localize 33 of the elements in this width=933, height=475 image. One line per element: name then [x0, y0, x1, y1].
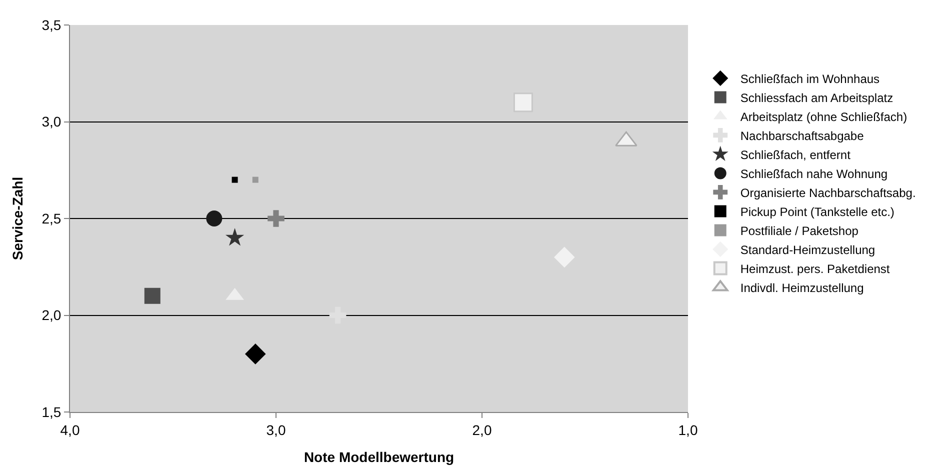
y-tick-label: 3,0: [42, 114, 62, 130]
legend-label: Schliessfach am Arbeitsplatz: [740, 90, 894, 105]
legend-label: Schließfach im Wohnhaus: [740, 72, 880, 86]
legend-label: Heimzust. pers. Paketdienst: [740, 262, 890, 276]
x-tick-label: 3,0: [266, 422, 286, 438]
point: [144, 288, 160, 304]
legend-label: Postfiliale / Paketshop: [740, 224, 859, 238]
x-tick-label: 1,0: [678, 422, 698, 438]
point: [329, 306, 346, 324]
y-tick-label: 2,5: [42, 210, 62, 226]
y-tick-label: 3,5: [42, 16, 62, 33]
point: [554, 246, 575, 268]
point: [513, 92, 533, 112]
x-axis-title: Note Modellbewertung: [304, 449, 454, 466]
legend-label: Arbeitsplatz (ohne Schließfach): [740, 110, 908, 124]
y-axis-title: Service-Zahl: [9, 176, 26, 260]
y-tick-label: 1,5: [42, 404, 62, 420]
point: [232, 176, 238, 183]
legend-label: Schließfach nahe Wohnung: [740, 166, 888, 181]
legend-label: Pickup Point (Tankstelle etc.): [740, 204, 894, 219]
point: [225, 228, 244, 246]
point: [245, 344, 266, 364]
x-tick-label: 2,0: [472, 422, 492, 438]
point: [268, 210, 284, 227]
legend-label: Schließfach, entfernt: [740, 148, 852, 162]
y-tick-label: 2,0: [42, 307, 62, 324]
legend-label: Organisierte Nachbarschaftsabg.: [740, 186, 916, 200]
x-tick-label: 4,0: [60, 422, 80, 438]
legend-label: Indivdl. Heimzustellung: [740, 280, 864, 295]
point: [206, 210, 222, 226]
legend-label: Nachbarschaftsabgabe: [740, 128, 864, 143]
legend-label: Standard-Heimzustellung: [740, 242, 876, 257]
point: [252, 176, 258, 183]
